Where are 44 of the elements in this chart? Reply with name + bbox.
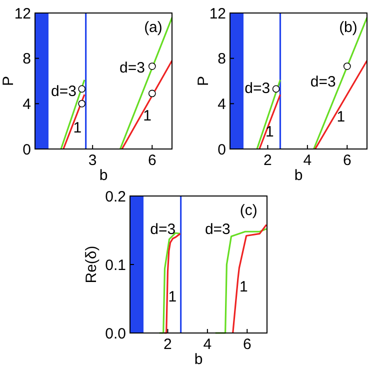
y-tick-label: 4 bbox=[218, 96, 226, 113]
x-axis-title: b bbox=[194, 351, 203, 365]
y-tick-label: 12 bbox=[14, 5, 31, 22]
y-tick-label: 0.1 bbox=[105, 256, 126, 274]
y-axis-title: Re(δ) bbox=[83, 246, 100, 284]
x-tick-label: 6 bbox=[242, 336, 252, 353]
point bbox=[78, 100, 86, 108]
y-tick-label: 4 bbox=[22, 96, 31, 113]
point bbox=[148, 62, 156, 70]
x-tick-label: 2 bbox=[164, 336, 172, 353]
annotation: 1 bbox=[143, 107, 152, 124]
y-axis-title: P bbox=[195, 76, 212, 86]
y-tick-label: 12 bbox=[209, 5, 226, 22]
point bbox=[148, 90, 156, 98]
annotation: (c) bbox=[240, 202, 258, 219]
annotation: d=3 bbox=[204, 221, 230, 238]
annotation: d=3 bbox=[150, 221, 176, 238]
x-axis-title: b bbox=[99, 167, 108, 184]
annotation: d=3 bbox=[51, 82, 76, 100]
y-tick-label: 8 bbox=[22, 50, 31, 68]
annotation: d=3 bbox=[120, 60, 145, 77]
x-tick-label: 4 bbox=[303, 152, 312, 169]
annotation: (a) bbox=[144, 18, 162, 36]
y-tick-label: 8 bbox=[218, 50, 226, 68]
y-tick-label: 0.0 bbox=[105, 325, 126, 342]
annotation: 1 bbox=[336, 108, 346, 126]
annotation: 1 bbox=[73, 119, 82, 136]
y-tick-label: 0.2 bbox=[105, 188, 126, 206]
annotation: d=3 bbox=[244, 80, 270, 98]
annotation: 1 bbox=[240, 278, 248, 296]
x-tick-label: 6 bbox=[148, 152, 156, 169]
point bbox=[78, 85, 86, 93]
y-axis-title: P bbox=[0, 76, 17, 86]
annotation: (b) bbox=[339, 18, 358, 36]
annotation: d=3 bbox=[310, 73, 336, 90]
x-tick-label: 3 bbox=[88, 152, 97, 169]
y-tick-label: 0 bbox=[218, 141, 226, 158]
x-tick-label: 6 bbox=[342, 152, 352, 169]
annotation: 1 bbox=[168, 288, 177, 306]
annotation: 1 bbox=[266, 124, 274, 141]
y-tick-label: 0 bbox=[22, 141, 31, 158]
x-tick-label: 2 bbox=[264, 152, 272, 169]
x-tick-label: 4 bbox=[203, 336, 212, 353]
x-axis-title: b bbox=[294, 167, 303, 184]
